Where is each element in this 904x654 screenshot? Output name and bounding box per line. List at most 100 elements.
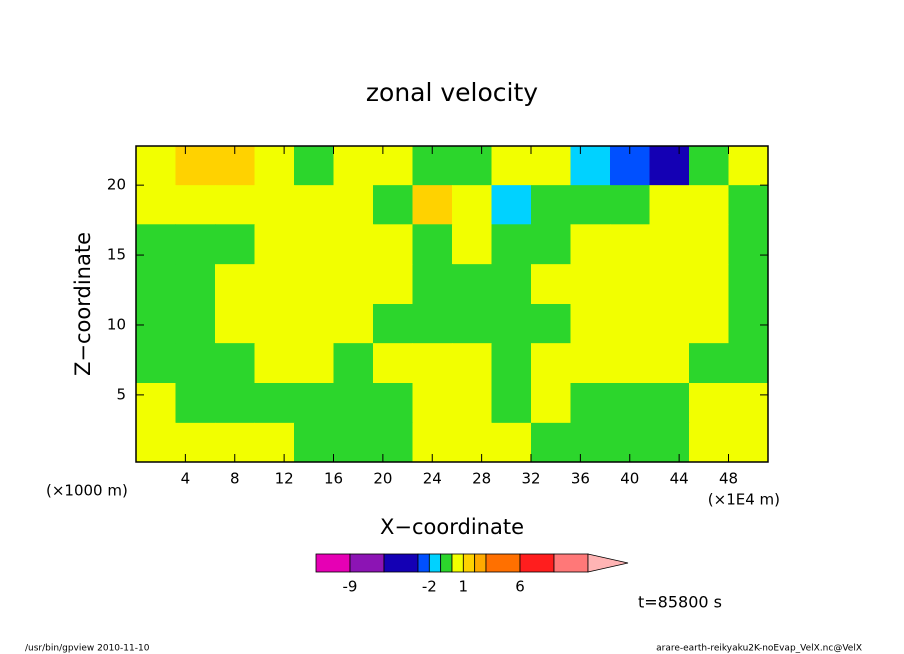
contour-cell [649,304,690,344]
contour-cell [333,343,374,384]
contour-cell [491,185,532,225]
contour-cell [294,146,334,186]
contour-cell [333,383,374,424]
y-axis-label: Z−coordinate [71,232,95,376]
contour-cell [728,264,769,305]
colorbar-box [462,553,476,573]
contour-cell [452,264,492,305]
contour-cell [373,422,413,463]
contour-cell [175,422,216,463]
contour-cell [570,264,611,305]
contour-cell [412,304,453,344]
contour-cell [254,383,295,424]
contour-cell [294,185,334,225]
time-label: t=85800 s [638,593,722,612]
contour-cell [570,422,611,463]
contour-cell [136,343,176,384]
colorbar-tick-label: 1 [459,578,469,596]
contour-cell [175,224,216,265]
contour-cell [254,422,295,463]
contour-cell [531,304,571,344]
contour-cell [728,383,769,424]
colorbar-box [315,553,351,573]
colorbar-box [440,553,453,573]
contour-cell [215,383,255,424]
contour-cell [570,304,611,344]
contour-cell [294,383,334,424]
contour-cell [531,185,571,225]
contour-cell [373,383,413,424]
contour-cell [610,224,650,265]
y-tick-label: 20 [107,176,126,194]
contour-cell [412,383,453,424]
contour-cell [491,343,532,384]
contour-cell [531,343,571,384]
contour-cell [491,224,532,265]
footer-right: arare-earth-reikyaku2K-noEvap_VelX.nc@Ve… [656,644,862,654]
contour-cell [333,185,374,225]
contour-cell [215,224,255,265]
plot-frame [135,145,769,463]
contour-cell [373,343,413,384]
contour-cell [373,304,413,344]
contour-cell [689,383,729,424]
chart-title: zonal velocity [366,78,538,107]
contour-cell [452,224,492,265]
contour-cell [333,304,374,344]
contour-cell [610,264,650,305]
colorbar-box [428,553,442,573]
contour-cell [136,224,176,265]
colorbar-tick-label: -9 [343,578,358,596]
contour-cell [412,343,453,384]
y-tick-label: 5 [116,385,126,403]
contour-cell [373,224,413,265]
contour-cell [452,343,492,384]
contour-cell [215,343,255,384]
contour-cell [136,185,176,225]
contour-cell [728,146,769,186]
contour-cell [136,383,176,424]
colorbar-box [553,553,589,573]
contour-cell [570,185,611,225]
contour-cell [215,185,255,225]
x-tick-label: 40 [620,470,639,488]
contour-cell [610,383,650,424]
contour-cell [728,343,769,384]
colorbar-box [349,553,385,573]
footer-left: /usr/bin/gpview 2010-11-10 [25,644,150,654]
contour-cell [175,264,216,305]
x-tick-label: 28 [472,470,491,488]
contour-cell [689,422,729,463]
contour-cell [294,224,334,265]
contour-cell [333,264,374,305]
contour-cell [452,383,492,424]
contour-cell [136,422,176,463]
contour-cell [175,304,216,344]
contour-cell [531,224,571,265]
contour-cell [610,304,650,344]
contour-cell [689,304,729,344]
contour-cell [491,383,532,424]
contour-cell [610,343,650,384]
contour-cell [254,224,295,265]
contour-cell [649,383,690,424]
y-tick-label: 15 [107,246,126,264]
x-tick-label: 4 [181,470,191,488]
colorbar-tick-label: 6 [515,578,525,596]
contour-cell [689,343,729,384]
contour-cell [452,422,492,463]
contour-cell [649,185,690,225]
contour-cell [294,304,334,344]
contour-cell [491,264,532,305]
contour-cell [649,146,690,186]
contour-cell [254,185,295,225]
contour-cell [254,264,295,305]
contour-cell [136,264,176,305]
contour-cell [531,383,571,424]
x-tick-label: 32 [521,470,540,488]
contour-cell [649,343,690,384]
contour-cell [254,343,295,384]
contour-cell [175,146,216,186]
contour-cell [333,224,374,265]
